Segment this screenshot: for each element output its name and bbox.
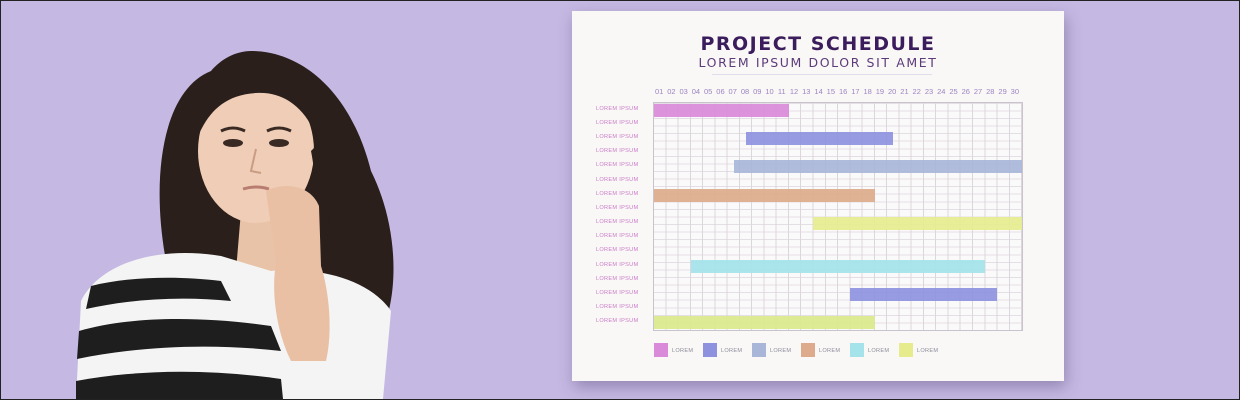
- legend-label: LOREM: [721, 348, 743, 354]
- row-label: LOREM IPSUM: [596, 290, 639, 297]
- day-tick-label: 14: [814, 87, 823, 96]
- task-bar: [733, 160, 1022, 174]
- day-tick-label: 06: [716, 87, 725, 96]
- day-tick-label: 19: [875, 87, 885, 96]
- task-bar: [654, 316, 875, 330]
- day-tick-label: 16: [838, 87, 848, 96]
- row-label: LOREM IPSUM: [596, 176, 639, 183]
- legend-label: LOREM: [917, 348, 939, 354]
- task-bar: [654, 188, 875, 202]
- day-tick-label: 12: [789, 87, 799, 96]
- legend-label: LOREM: [672, 348, 694, 354]
- day-tick-label: 22: [912, 87, 921, 96]
- day-tick-label: 30: [1010, 87, 1020, 96]
- day-tick-label: 27: [973, 87, 983, 96]
- row-label: LOREM IPSUM: [596, 133, 639, 140]
- row-label: LOREM IPSUM: [596, 318, 639, 325]
- legend-item: LOREM: [801, 343, 847, 357]
- day-tick-label: 20: [888, 87, 897, 96]
- legend-label: LOREM: [868, 348, 890, 354]
- row-label: LOREM IPSUM: [596, 119, 639, 126]
- day-tick-label: 13: [802, 87, 811, 96]
- legend-item: LOREM: [752, 343, 798, 357]
- day-tick-label: 02: [667, 87, 676, 96]
- day-tick-label: 03: [679, 87, 688, 96]
- day-tick-label: 26: [961, 87, 970, 96]
- day-tick-label: 28: [986, 87, 995, 96]
- chart-title: PROJECT SCHEDULE: [700, 33, 936, 55]
- task-bar: [654, 103, 789, 117]
- legend: LOREM LOREM LOREM LOREM LOREM LOREM: [654, 343, 974, 359]
- legend-swatch: [801, 343, 815, 357]
- day-tick-label: 24: [937, 87, 946, 96]
- row-label: LOREM IPSUM: [596, 275, 639, 282]
- day-tick-label: 29: [998, 87, 1007, 96]
- row-label: LOREM IPSUM: [596, 190, 639, 197]
- row-label: LOREM IPSUM: [596, 162, 639, 169]
- day-tick-label: 18: [863, 87, 872, 96]
- task-bar: [813, 217, 1022, 231]
- day-tick-label: 05: [704, 87, 713, 96]
- project-schedule-card: PROJECT SCHEDULE LOREM IPSUM DOLOR SIT A…: [572, 11, 1064, 381]
- day-tick-label: 01: [654, 87, 664, 96]
- task-bar: [850, 288, 998, 302]
- row-label: LOREM IPSUM: [596, 261, 639, 268]
- day-tick-label: 04: [691, 87, 701, 96]
- task-bar: [690, 259, 986, 273]
- legend-swatch: [703, 343, 717, 357]
- title-divider: [712, 74, 932, 75]
- chart-subtitle: LOREM IPSUM DOLOR SIT AMET: [698, 55, 938, 70]
- row-label: LOREM IPSUM: [596, 304, 639, 311]
- legend-label: LOREM: [770, 348, 792, 354]
- row-labels: LOREM IPSUM LOREM IPSUM LOREM IPSUM LOREM I…: [596, 102, 650, 329]
- task-bar: [746, 131, 894, 145]
- legend-swatch: [850, 343, 864, 357]
- day-tick-label: 25: [949, 87, 958, 96]
- day-tick-label: 10: [765, 87, 774, 96]
- day-tick-label: 23: [924, 87, 934, 96]
- row-label: LOREM IPSUM: [596, 204, 639, 211]
- legend-item: LOREM: [899, 343, 945, 357]
- row-label: LOREM IPSUM: [596, 233, 639, 240]
- day-tick-label: 17: [851, 87, 860, 96]
- legend-swatch: [752, 343, 766, 357]
- gantt-grid: [653, 102, 1023, 331]
- legend-item: LOREM: [654, 343, 700, 357]
- row-label: LOREM IPSUM: [596, 247, 639, 254]
- day-axis: 01 02 03 04 05 06 07 08 09 10 11 12 13 14 15 16 17 18 19 20…: [653, 87, 1021, 99]
- legend-label: LOREM: [819, 348, 841, 354]
- day-tick-label: 08: [740, 87, 750, 96]
- row-label: LOREM IPSUM: [596, 148, 639, 155]
- legend-swatch: [899, 343, 913, 357]
- day-tick-label: 11: [777, 87, 786, 96]
- day-tick-label: 09: [753, 87, 762, 96]
- row-label: LOREM IPSUM: [596, 105, 639, 112]
- legend-item: LOREM: [703, 343, 749, 357]
- legend-item: LOREM: [850, 343, 896, 357]
- day-tick-label: 07: [728, 87, 737, 96]
- legend-swatch: [654, 343, 668, 357]
- row-label: LOREM IPSUM: [596, 219, 639, 226]
- day-tick-label: 15: [826, 87, 836, 96]
- day-tick-label: 21: [900, 87, 909, 96]
- thoughtful-woman-illustration: [76, 51, 394, 399]
